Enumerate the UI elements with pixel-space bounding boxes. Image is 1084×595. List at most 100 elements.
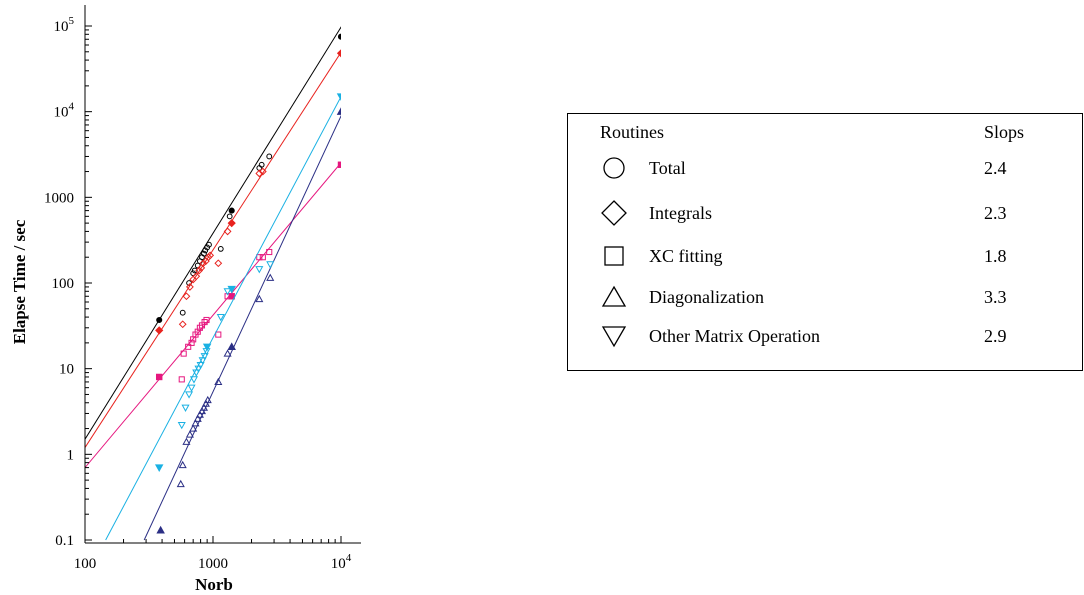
triangle-down-open-point — [192, 369, 201, 377]
triangle-down-open-point — [266, 261, 275, 269]
diamond-open-point — [178, 320, 187, 329]
x-axis: 100 1000 104 — [74, 536, 361, 572]
triangle-down-open-point — [200, 353, 209, 361]
fit-line — [85, 26, 341, 440]
triangle-up-open-point — [189, 424, 198, 432]
diamond-open-point — [255, 169, 264, 178]
y-tick-label: 104 — [54, 101, 75, 121]
triangle-up-open-point — [255, 294, 264, 303]
square-open-point — [266, 248, 273, 256]
diamond-open-point — [214, 259, 223, 268]
legend-header-slopes: Slops — [984, 122, 1025, 142]
diamond-open-point — [195, 266, 204, 275]
x-tick-label: 104 — [331, 552, 352, 572]
triangle-up-open-point — [199, 403, 209, 411]
y-axis-label: Elapse Time / sec — [10, 219, 29, 344]
triangle-down-open-point — [223, 288, 232, 296]
y-tick-label: 0.1 — [55, 533, 74, 549]
y-tick-label: 105 — [54, 15, 75, 35]
triangle-up-open-point — [191, 419, 200, 427]
legend-header-routines: Routines — [600, 122, 665, 142]
y-tick-label: 10 — [59, 362, 74, 378]
legend-label: XC fitting — [649, 246, 723, 266]
circle-open-point — [266, 153, 273, 160]
triangle-down-open-point — [194, 365, 203, 373]
diamond-filled-point — [336, 49, 341, 58]
plot-area — [85, 26, 341, 541]
triangle-up-open-point — [201, 399, 210, 407]
triangle-down-open-point — [177, 421, 186, 430]
triangle-up-open-point — [193, 414, 202, 422]
legend-slope: 2.9 — [984, 326, 1007, 346]
diamond-open-point — [182, 292, 191, 301]
legend-slope: 3.3 — [984, 287, 1007, 307]
triangle-up-open-point — [195, 410, 204, 418]
circle-open-point — [179, 309, 186, 316]
triangle-down-filled-point — [336, 93, 341, 102]
triangle-up-open-point — [266, 273, 275, 281]
legend-entry-integrals: Integrals 2.3 — [568, 193, 1082, 233]
triangle-down-open-point — [196, 362, 205, 370]
square-marker-icon — [604, 246, 624, 266]
diamond-open-point — [204, 253, 213, 262]
square-filled-point — [155, 373, 163, 381]
diamond-open-point — [206, 251, 215, 260]
legend-entry-diagonalization: Diagonalization 3.3 — [568, 277, 1082, 317]
circle-marker-icon — [603, 157, 625, 179]
fit-line — [105, 95, 341, 541]
diamond-open-point — [192, 272, 201, 281]
y-tick-label: 100 — [52, 276, 75, 292]
x-axis-label: Norb — [195, 575, 233, 594]
legend-slope: 1.8 — [984, 246, 1007, 266]
circle-open-point — [217, 246, 224, 252]
square-open-point — [259, 254, 266, 261]
y-tick-label: 1000 — [44, 190, 74, 206]
legend-entry-other-matrix-operation: Other Matrix Operation 2.9 — [568, 316, 1082, 356]
series-circle — [85, 26, 341, 440]
square-open-point — [188, 339, 195, 346]
triangle-up-open-point — [214, 377, 223, 385]
triangle-up-open-point — [182, 437, 191, 445]
log-log-chart: 100 1000 104 0.1 1 10 100 1000 104 105 Norb Elap… — [10, 5, 361, 594]
legend-label: Other Matrix Operation — [649, 326, 820, 346]
triangle-up-filled-point — [336, 107, 341, 115]
series-square — [85, 161, 341, 468]
triangle-down-open-point — [189, 376, 199, 384]
square-filled-point — [228, 293, 235, 300]
circle-open-point — [206, 241, 212, 248]
legend-slope: 2.4 — [984, 158, 1007, 178]
triangle-down-open-point — [181, 404, 190, 412]
triangle-down-filled-point — [227, 285, 236, 294]
triangle-down-filled-point — [202, 343, 212, 352]
legend-label: Integrals — [649, 203, 712, 223]
circle-filled-point — [156, 316, 163, 324]
diamond-filled-point — [227, 219, 236, 228]
triangle-down-open-point — [216, 314, 225, 322]
triangle-up-marker-icon — [601, 285, 627, 307]
legend-label: Total — [649, 158, 686, 178]
triangle-up-open-point — [185, 430, 194, 438]
circle-open-point — [226, 213, 233, 220]
series-triangle-down — [105, 93, 341, 541]
triangle-down-filled-point — [154, 464, 164, 473]
triangle-up-open-point — [176, 479, 185, 488]
circle-filled-point — [228, 207, 235, 214]
diamond-open-point — [199, 259, 208, 268]
series-diamond — [85, 49, 341, 448]
diamond-filled-point — [155, 326, 164, 335]
circle-open-point — [191, 267, 198, 274]
triangle-up-open-point — [203, 395, 212, 404]
triangle-down-open-point — [198, 357, 207, 365]
diamond-open-point — [258, 167, 267, 176]
fit-line — [85, 162, 341, 468]
diamond-open-point — [185, 283, 194, 291]
legend-entry-total: Total 2.4 — [568, 148, 1082, 188]
series-triangle-up — [143, 107, 341, 541]
y-axis: 0.1 1 10 100 1000 104 105 — [44, 5, 92, 549]
square-open-point — [178, 376, 185, 383]
square-open-point — [203, 316, 210, 324]
triangle-up-open-point — [178, 460, 187, 469]
legend-entry-xc-fitting: XC fitting 1.8 — [568, 236, 1082, 276]
fit-line — [143, 114, 341, 541]
circle-open-point — [201, 250, 207, 257]
